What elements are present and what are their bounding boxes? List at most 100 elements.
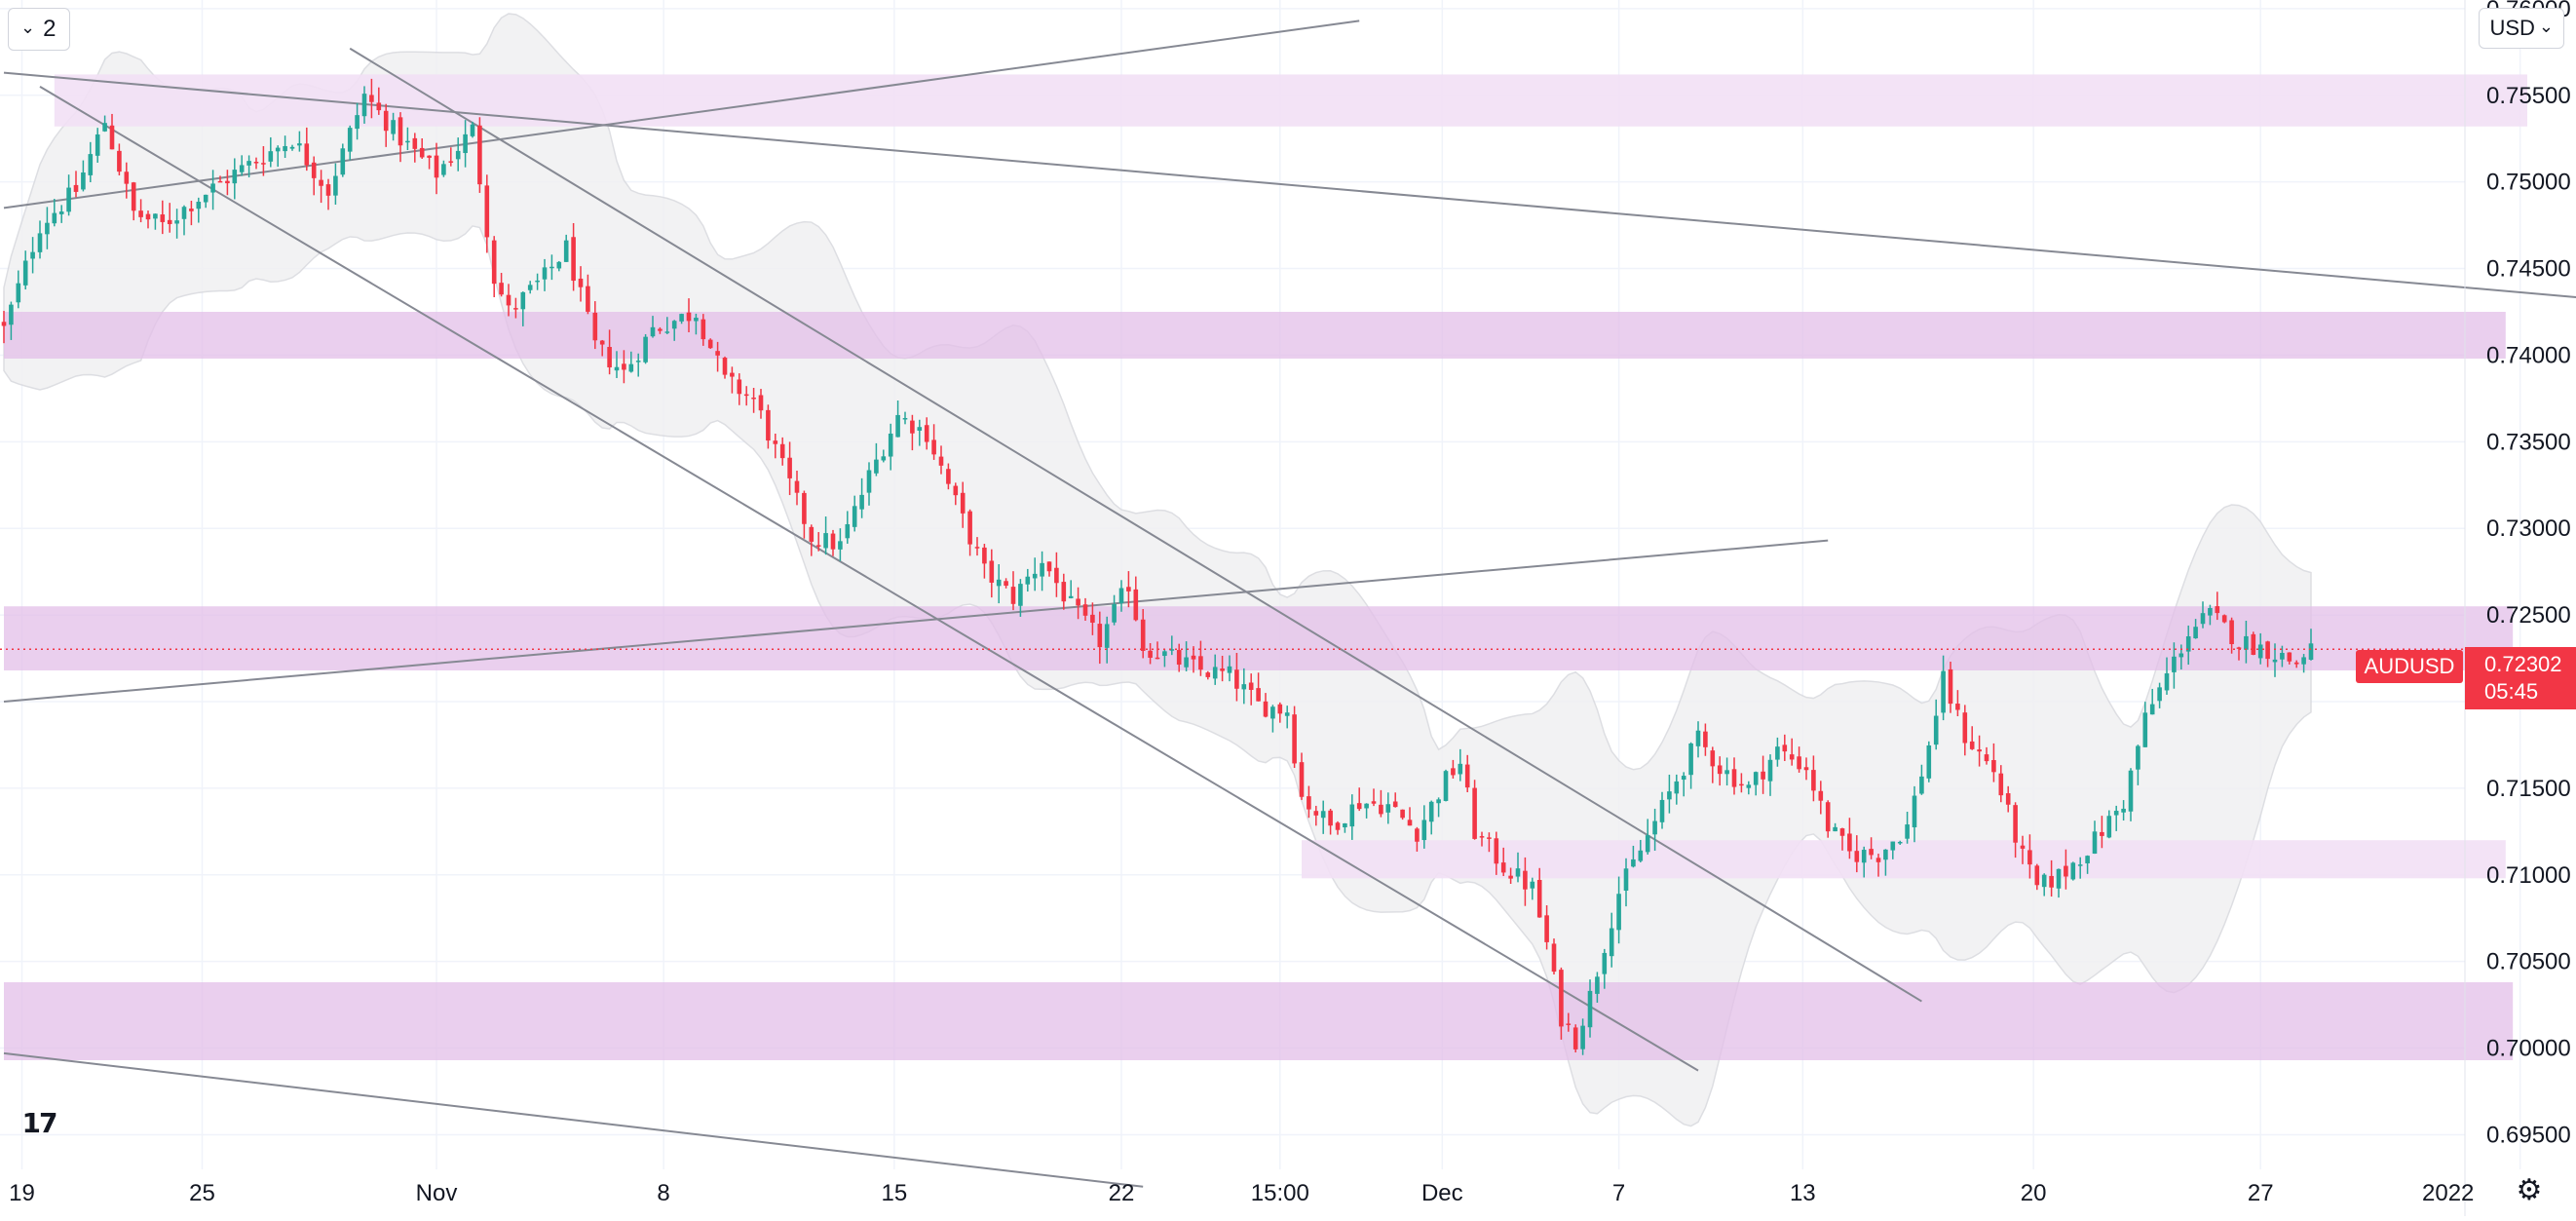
- price-tick-label: 0.75000: [2486, 170, 2571, 196]
- candle: [1861, 846, 1867, 878]
- candle-body: [2077, 864, 2083, 866]
- candle: [1379, 789, 1383, 818]
- candle: [2215, 591, 2220, 621]
- candle-body: [1313, 811, 1319, 816]
- candle-body: [607, 347, 612, 368]
- candle-body: [686, 312, 692, 322]
- candle: [2128, 768, 2134, 821]
- candle: [1695, 721, 1701, 758]
- candle-body: [52, 212, 57, 224]
- candle-body: [671, 321, 677, 329]
- candle-body: [1912, 795, 1917, 828]
- candle-body: [2056, 868, 2062, 889]
- candle: [1833, 822, 1837, 832]
- candle: [210, 170, 215, 210]
- candle: [2049, 859, 2054, 897]
- candle-body: [1299, 762, 1305, 797]
- candle-body: [66, 187, 71, 212]
- candle-body: [1220, 668, 1225, 671]
- candle: [81, 160, 86, 192]
- candle-body: [506, 294, 511, 306]
- zone-rect: [4, 606, 2514, 670]
- zone-rect: [4, 312, 2506, 359]
- candle: [361, 86, 367, 124]
- candle-body: [1825, 802, 1831, 832]
- candle-body: [1176, 650, 1182, 666]
- candle-body: [174, 220, 179, 224]
- candle: [1487, 832, 1492, 853]
- candle-body: [1789, 754, 1795, 760]
- candle-body: [427, 155, 432, 158]
- time-tick-label: 7: [1612, 1180, 1625, 1206]
- currency-selector[interactable]: USD ⌄: [2479, 8, 2564, 49]
- gear-icon[interactable]: ⚙: [2516, 1173, 2543, 1207]
- candle: [246, 155, 251, 178]
- candle-body: [355, 115, 360, 130]
- candle: [160, 200, 166, 235]
- time-tick-label: 15:00: [1251, 1180, 1309, 1206]
- trendline: [3, 1051, 1144, 1188]
- candle-body: [2092, 831, 2098, 855]
- candle: [1364, 803, 1369, 819]
- candle-body: [1767, 759, 1773, 782]
- candle: [463, 120, 468, 168]
- candle: [1731, 757, 1737, 795]
- candle: [743, 386, 749, 406]
- candle-body: [1854, 851, 1860, 862]
- candle-body: [2236, 647, 2242, 649]
- candle-body: [477, 125, 482, 185]
- candle-body: [225, 180, 230, 184]
- candle-body: [2049, 875, 2054, 888]
- price-tick-label: 0.74000: [2486, 342, 2571, 368]
- candle-body: [1508, 875, 1513, 879]
- candle-body: [809, 526, 814, 542]
- candle: [859, 477, 864, 518]
- candle: [1645, 819, 1650, 855]
- candle-body: [1118, 588, 1124, 603]
- last-price-tag: 0.72302 05:45: [2465, 647, 2576, 709]
- time-tick-label: 20: [2021, 1180, 2047, 1206]
- candle: [1761, 755, 1765, 794]
- candle-body: [232, 170, 238, 184]
- candle: [1905, 812, 1910, 844]
- candle: [1782, 734, 1788, 761]
- candle-body: [802, 492, 807, 524]
- candle: [1076, 587, 1080, 620]
- candle-body: [1328, 810, 1333, 826]
- pane-count-button[interactable]: ⌄ 2: [8, 8, 71, 51]
- tradingview-logo-icon[interactable]: 17: [21, 1106, 58, 1139]
- candle-body: [1068, 595, 1074, 598]
- candle-body: [167, 219, 172, 224]
- candle-body: [996, 579, 1002, 587]
- candle-body: [628, 363, 634, 372]
- candle-body: [967, 511, 972, 545]
- candle-body: [196, 202, 202, 210]
- candle-body: [2178, 653, 2184, 658]
- candle-body: [1523, 870, 1528, 890]
- candle-body: [2308, 643, 2314, 661]
- candle-body: [1991, 760, 1996, 773]
- candle-body: [325, 184, 331, 196]
- time-axis[interactable]: 19 25 Nov 8 15 22 15:00 Dec 7 13 20 27 2022: [9, 1180, 2474, 1206]
- candle: [694, 313, 699, 335]
- candle: [751, 388, 756, 413]
- candle: [671, 320, 677, 341]
- candle: [2164, 657, 2170, 695]
- candle-body: [614, 366, 620, 371]
- candle: [9, 301, 14, 340]
- candle: [578, 266, 584, 302]
- candle: [311, 156, 317, 196]
- candle: [809, 524, 814, 556]
- candle-body: [1458, 763, 1463, 775]
- price-tick-label: 0.75500: [2486, 83, 2571, 109]
- zone-rect: [4, 982, 2514, 1060]
- candle-body: [499, 283, 504, 295]
- candle: [1140, 609, 1146, 659]
- candle-body: [2020, 845, 2026, 849]
- candle-body: [910, 420, 915, 434]
- candle-body: [1948, 668, 1953, 705]
- candle-body: [823, 533, 828, 549]
- candle-body: [203, 194, 208, 203]
